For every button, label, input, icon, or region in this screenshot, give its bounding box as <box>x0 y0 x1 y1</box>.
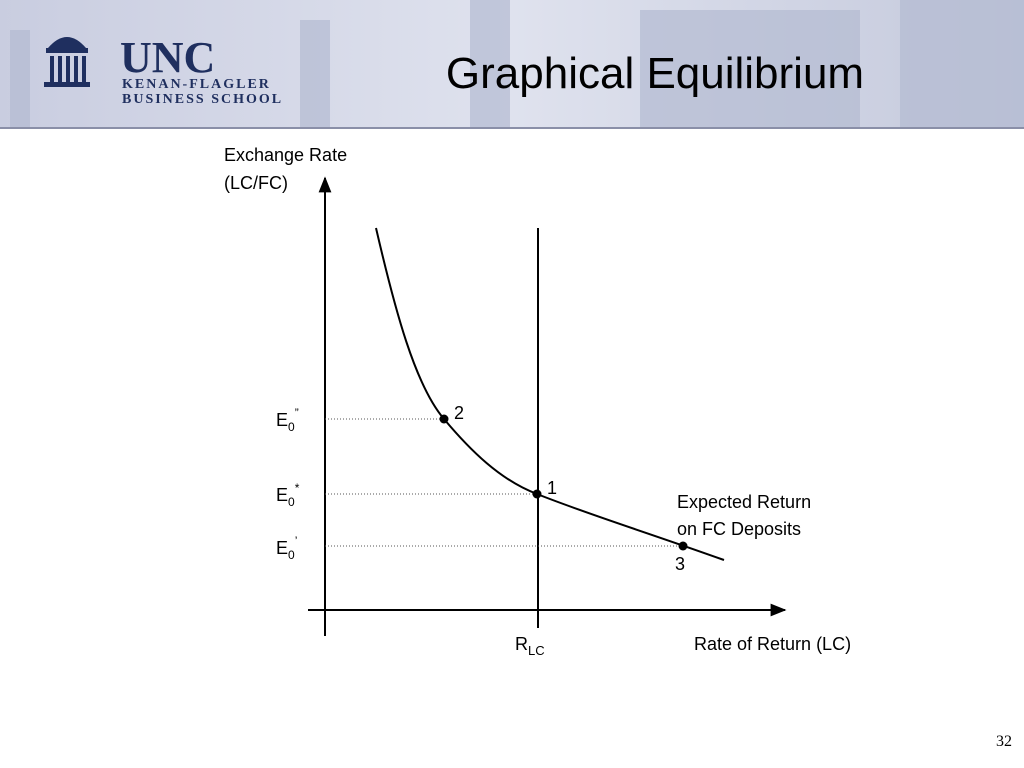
return-label: RLC <box>515 634 545 658</box>
guide-lines <box>325 418 683 547</box>
curve-label: Expected Return <box>677 492 811 512</box>
x-axis-label: Rate of Return (LC) <box>694 634 851 654</box>
page-number: 32 <box>996 733 1012 750</box>
point-label: 3 <box>675 554 685 574</box>
y-axis-label: Exchange Rate <box>224 145 347 165</box>
logo-line: BUSINESS SCHOOL <box>122 92 283 107</box>
level-base: E <box>276 538 288 558</box>
level-label: E0* <box>276 481 300 509</box>
slide-title: Graphical Equilibrium <box>446 49 864 98</box>
header-decor <box>10 0 1024 128</box>
point <box>439 414 449 424</box>
level-sup: ” <box>295 406 299 420</box>
point <box>678 541 688 551</box>
expected-return-curve <box>375 227 725 561</box>
point-label: 1 <box>547 478 557 498</box>
level-sub: 0 <box>288 420 295 434</box>
header: UNC KENAN-FLAGLER BUSINESS SCHOOL Graphi… <box>0 0 1024 129</box>
level-sup: * <box>295 481 300 495</box>
level-base: E <box>276 485 288 505</box>
logo-line: KENAN-FLAGLER <box>122 77 271 92</box>
point <box>532 489 542 499</box>
diagram <box>308 176 787 636</box>
level-label: E0’ <box>276 534 297 562</box>
level-sup: ’ <box>295 534 298 548</box>
curve-label: on FC Deposits <box>677 519 801 539</box>
level-sub: 0 <box>288 548 295 562</box>
y-axis-label: (LC/FC) <box>224 173 288 193</box>
logo-icon <box>44 37 90 87</box>
logo-name: UNC <box>120 33 215 82</box>
header-rule <box>0 127 1024 129</box>
return-base: R <box>515 634 528 654</box>
point-label: 2 <box>454 403 464 423</box>
level-base: E <box>276 410 288 430</box>
labels: Exchange Rate (LC/FC) Rate of Return (LC… <box>224 145 1012 750</box>
level-label: E0” <box>276 406 299 434</box>
return-sub: LC <box>528 643 545 658</box>
level-sub: 0 <box>288 495 295 509</box>
